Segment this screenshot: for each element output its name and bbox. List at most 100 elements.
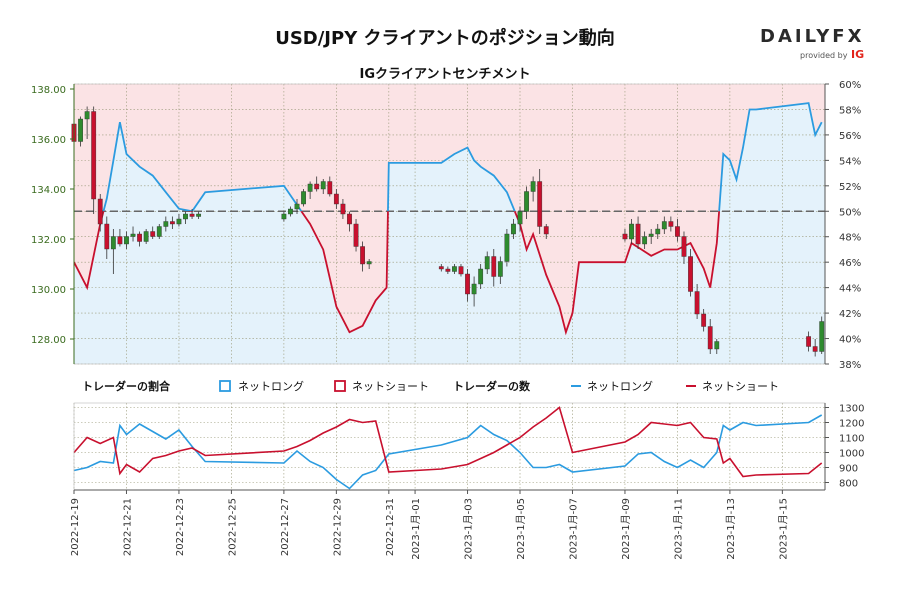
candle	[707, 319, 713, 354]
candle-body	[183, 213, 188, 220]
x-tick-label: 2023-1月-11	[672, 498, 684, 560]
candle-body	[196, 213, 202, 217]
candle-body	[537, 181, 543, 227]
candle	[438, 264, 444, 272]
candle	[320, 179, 326, 194]
candle	[294, 199, 300, 214]
count-tick-label: 1200	[839, 419, 864, 430]
candle	[688, 249, 693, 297]
candle-body	[491, 256, 497, 277]
logo-brand: DAILYFX	[760, 26, 864, 47]
candle	[452, 264, 457, 274]
candle	[668, 216, 674, 232]
candle	[176, 214, 182, 227]
candle-body	[681, 236, 687, 257]
candle-body	[452, 266, 457, 272]
candle	[78, 116, 83, 147]
candle	[340, 199, 346, 219]
candle-body	[137, 233, 142, 242]
x-tick-label: 2022-12-25	[227, 498, 238, 556]
trader-count-panel: 800 900 1000 1100 1200 1300	[73, 402, 864, 491]
candle-body	[543, 226, 549, 235]
price-tick-label: 130.00	[31, 285, 66, 296]
candle-body	[281, 213, 287, 220]
candle-body	[189, 213, 195, 217]
candle-body	[169, 221, 175, 225]
candle-body	[530, 181, 536, 192]
x-tick-label: 2023-1月-07	[567, 498, 579, 560]
candle-body	[78, 118, 83, 142]
candle-body	[714, 341, 720, 350]
candle	[150, 226, 156, 239]
x-tick-label: 2023-1月-09	[620, 498, 632, 560]
candle-body	[347, 213, 352, 225]
legend-ratio-title: トレーダーの割合	[82, 379, 171, 393]
candle	[537, 169, 543, 234]
x-tick-label: 2023-1月-05	[515, 498, 527, 560]
candle	[655, 224, 661, 239]
pct-tick-label: 60%	[839, 80, 861, 91]
candle	[183, 211, 188, 224]
pct-tick-label: 54%	[839, 156, 861, 167]
candle	[169, 216, 175, 229]
candle-body	[484, 256, 490, 270]
candle	[661, 216, 667, 234]
price-tick-label: 134.00	[31, 185, 66, 196]
candle	[701, 309, 707, 332]
net-long-pct-line	[102, 102, 823, 212]
count-tick-label: 900	[839, 464, 858, 475]
short-area-fill	[74, 84, 825, 333]
candle-body	[655, 228, 661, 235]
candle	[465, 269, 470, 302]
candle-body	[478, 268, 484, 285]
candle-body	[438, 266, 444, 270]
pct-tick-label: 58%	[839, 105, 861, 116]
candle	[458, 264, 464, 277]
candle	[622, 229, 628, 242]
candle-body	[635, 223, 641, 245]
candle	[189, 209, 195, 219]
chart-subtitle: IGクライアントセンチメント	[360, 67, 531, 82]
net-long-count-line	[73, 414, 823, 490]
candle	[478, 264, 484, 289]
x-tick-label: 2022-12-19	[70, 498, 81, 556]
candle	[530, 176, 536, 202]
candle	[163, 216, 169, 232]
pct-tick-label: 50%	[839, 207, 861, 218]
candle-body	[642, 236, 648, 245]
candle-body	[675, 226, 680, 237]
pct-tick-label: 56%	[839, 131, 861, 142]
candle-body	[97, 198, 103, 225]
candle	[360, 241, 365, 272]
candle-body	[668, 221, 674, 227]
candle	[445, 266, 451, 274]
candle	[196, 211, 202, 219]
candle	[130, 226, 136, 242]
candle	[281, 211, 287, 222]
candle	[307, 181, 313, 199]
candle	[497, 256, 503, 284]
candle-body	[156, 226, 162, 237]
candle	[288, 206, 293, 217]
dailyfx-logo: DAILYFX provided by IG	[760, 26, 864, 61]
bottom-gridlines	[73, 403, 825, 490]
candle-body	[661, 221, 667, 230]
pct-tick-label: 48%	[839, 233, 861, 244]
candle-body	[340, 203, 346, 215]
legend-count-short: ネットショート	[702, 380, 779, 393]
candle-body	[353, 223, 359, 247]
candle-body	[471, 283, 477, 295]
candle-body	[163, 221, 169, 227]
candle-body	[629, 223, 634, 240]
candle	[681, 231, 687, 264]
candle	[484, 251, 490, 274]
x-tick-label: 2022-12-21	[122, 498, 133, 556]
candle-body	[366, 261, 372, 265]
candle-body	[701, 313, 707, 327]
candle-body	[176, 218, 182, 225]
net-short-count-line	[73, 406, 823, 478]
candle-body	[333, 193, 339, 205]
candle-body	[524, 191, 529, 212]
count-tick-label: 1100	[839, 434, 864, 445]
